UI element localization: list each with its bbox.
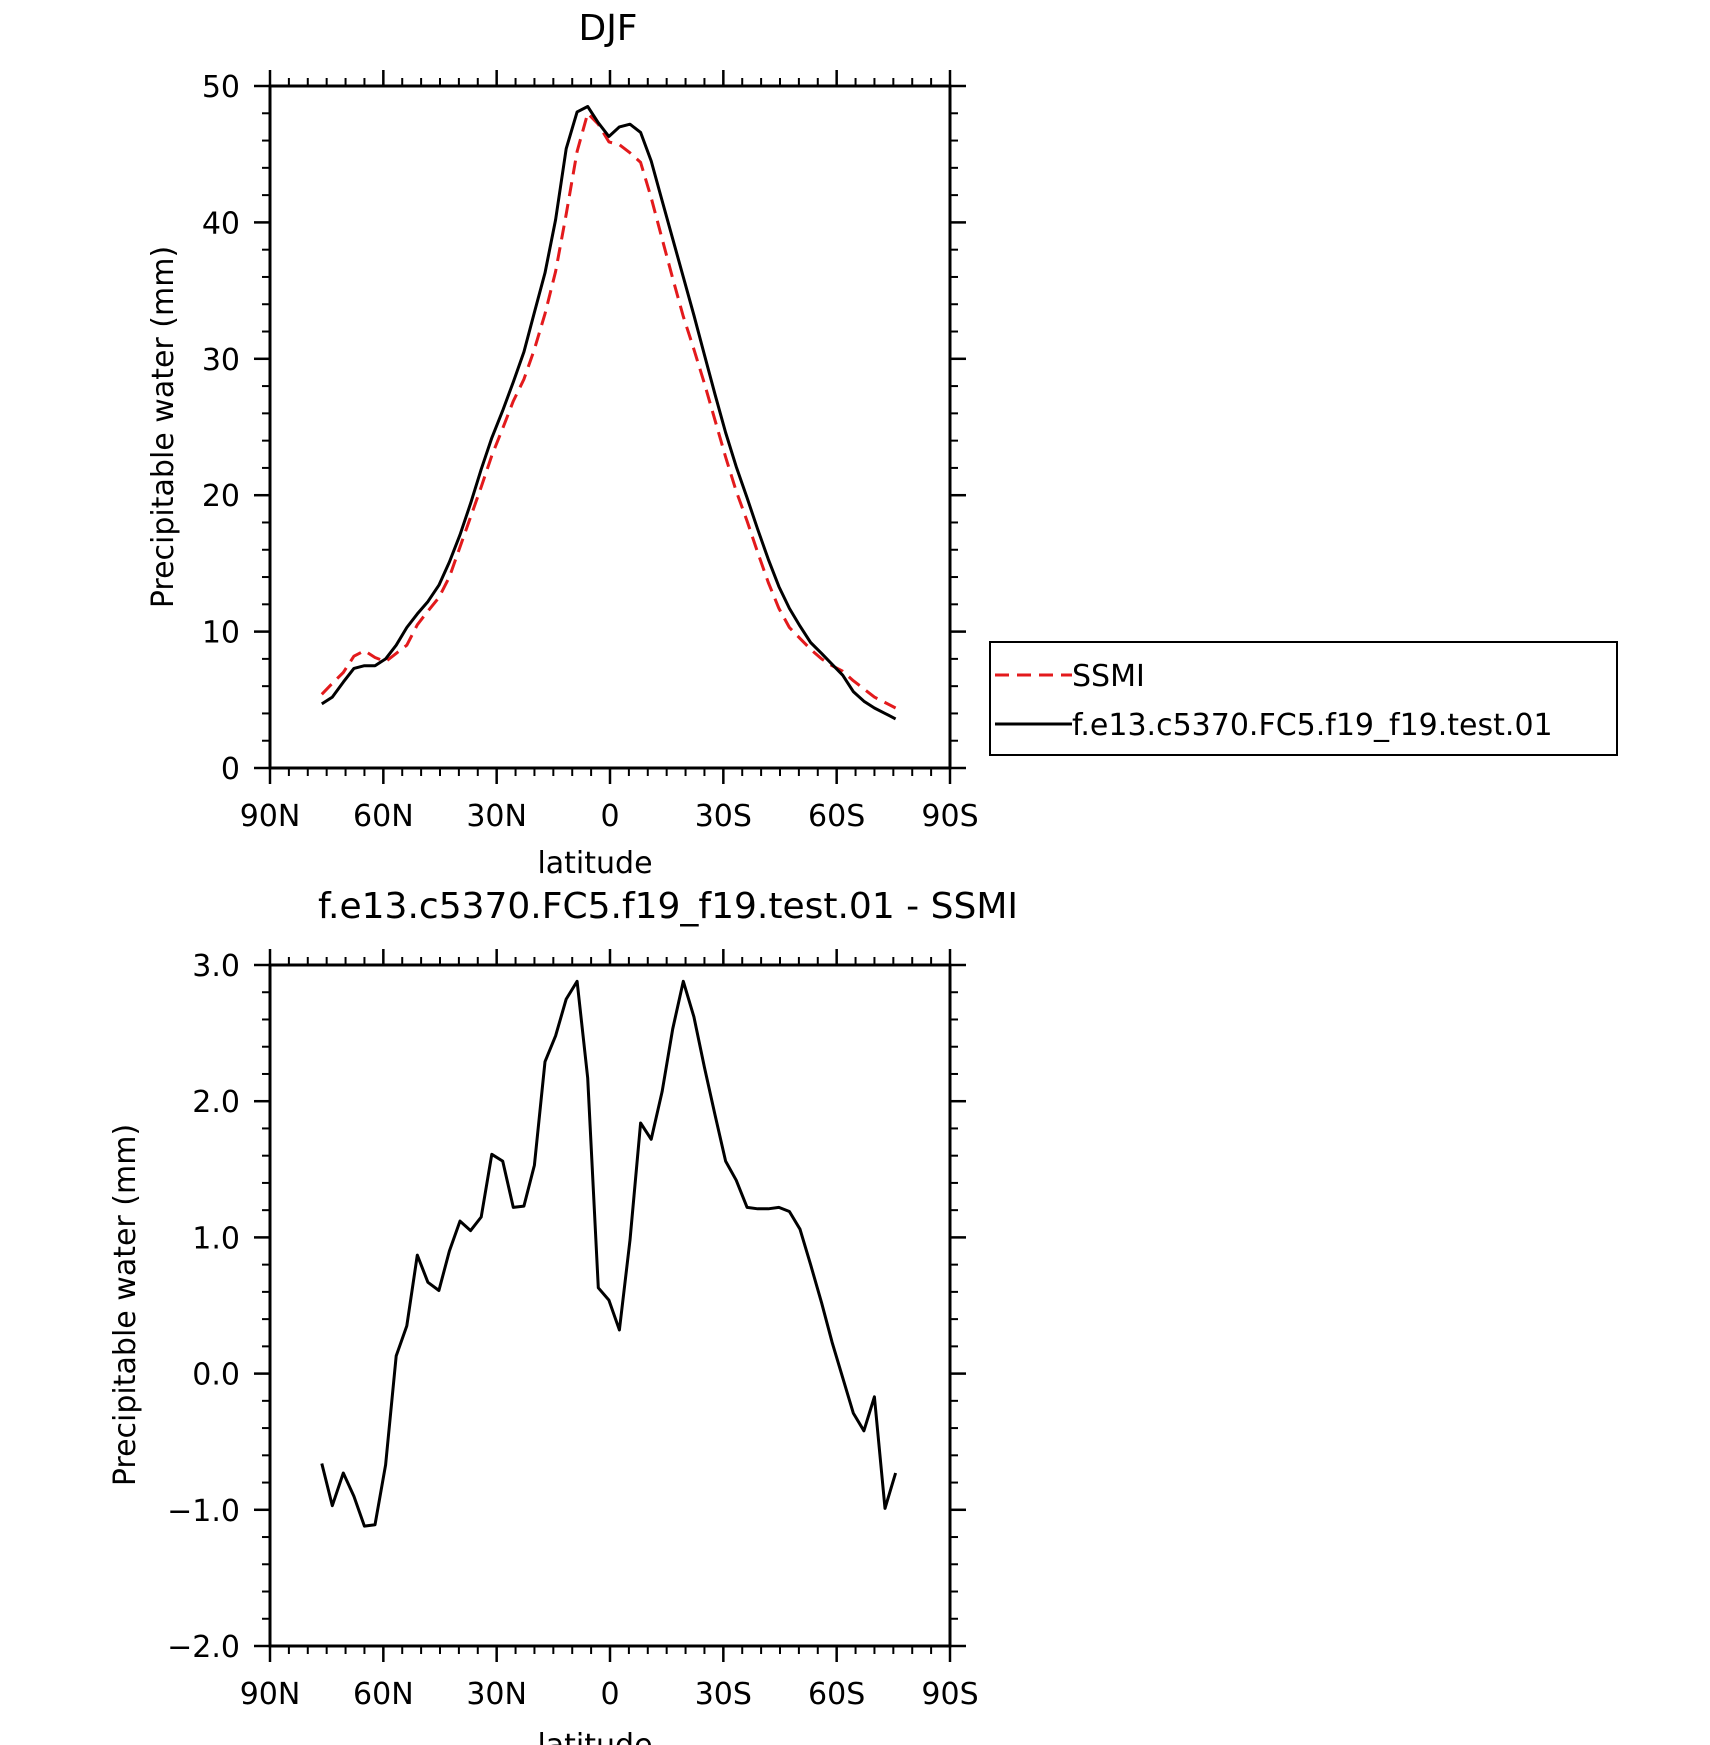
bottom-panel: f.e13.c5370.FC5.f19_f19.test.01 - SSMI 9…: [108, 886, 1018, 1745]
bottom-x-tick-label: 60S: [808, 1677, 865, 1712]
bottom-x-axis-label: latitude: [537, 1728, 652, 1745]
bottom-y-tick-label: −2.0: [167, 1630, 240, 1665]
legend: SSMI f.e13.c5370.FC5.f19_f19.test.01: [989, 641, 1618, 756]
bottom-x-tick-label: 0: [600, 1677, 619, 1712]
top-x-tick-label: 60S: [808, 799, 865, 834]
top-y-tick-label: 30: [202, 343, 240, 378]
bottom-x-tick-label: 90S: [921, 1677, 978, 1712]
bottom-y-tick-label: −1.0: [167, 1494, 240, 1529]
legend-ssmi-label: SSMI: [1072, 659, 1145, 694]
top-y-tick-label: 40: [202, 206, 240, 241]
bottom-x-tick-label: 30S: [695, 1677, 752, 1712]
top-x-axis-label: latitude: [537, 846, 652, 881]
top-ticks: 90N 60N 30N 0 30S 60S 90S 0 10 20 30 40 50: [202, 70, 979, 834]
bottom-ticks: 90N 60N 30N 0 30S 60S 90S −2.0 −1.0 0.0 1.0 2.0 3.0: [167, 949, 979, 1712]
top-series-line-0: [320, 111, 897, 710]
top-y-tick-label: 20: [202, 479, 240, 514]
top-x-tick-label: 90N: [240, 799, 301, 834]
top-chart-title: DJF: [578, 8, 637, 49]
top-y-tick-label: 10: [202, 616, 240, 651]
top-x-tick-label: 30N: [466, 799, 527, 834]
top-y-axis-label: Precipitable water (mm): [146, 246, 181, 608]
bottom-x-tick-label: 30N: [466, 1677, 527, 1712]
top-y-tick-label: 0: [221, 752, 240, 787]
top-x-tick-label: 90S: [921, 799, 978, 834]
bottom-y-tick-label: 2.0: [192, 1085, 240, 1120]
bottom-x-tick-label: 90N: [240, 1677, 301, 1712]
top-x-tick-label: 30S: [695, 799, 752, 834]
bottom-y-tick-label: 3.0: [192, 949, 240, 984]
bottom-series-line-0: [320, 979, 898, 1528]
top-x-tick-label: 60N: [353, 799, 414, 834]
top-x-tick-label: 0: [600, 799, 619, 834]
top-y-tick-label: 50: [202, 70, 240, 105]
legend-model-label: f.e13.c5370.FC5.f19_f19.test.01: [1072, 708, 1553, 743]
bottom-chart-title: f.e13.c5370.FC5.f19_f19.test.01 - SSMI: [318, 886, 1018, 927]
top-series-lines: [320, 105, 897, 721]
legend-box: [989, 641, 1618, 756]
top-panel: DJF 90N 60N 30N 0 30S 60S 90S 0 10 20 30 40 50 latit…: [146, 8, 979, 881]
bottom-y-tick-label: 0.0: [192, 1358, 240, 1393]
bottom-y-axis-label: Precipitable water (mm): [108, 1124, 143, 1486]
bottom-x-tick-label: 60N: [353, 1677, 414, 1712]
top-series-line-1: [320, 105, 897, 721]
bottom-y-tick-label: 1.0: [192, 1221, 240, 1256]
bottom-series-lines: [320, 979, 898, 1528]
